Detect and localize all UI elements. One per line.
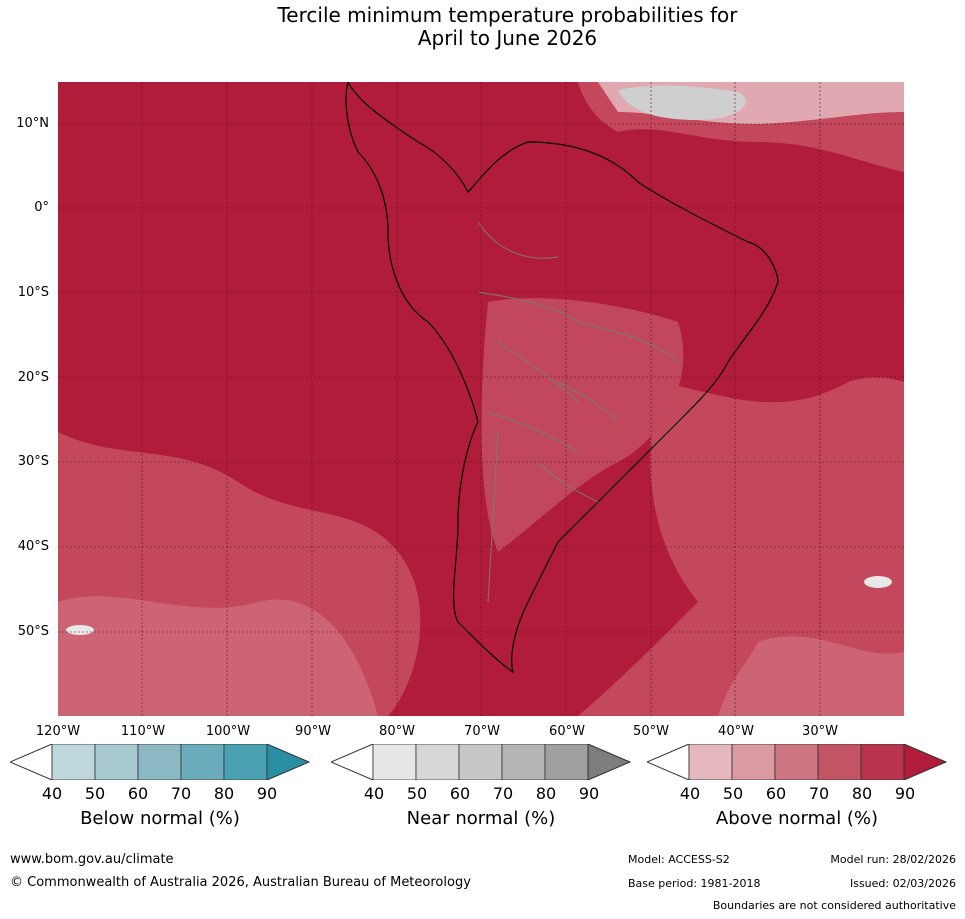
model-name: Model: ACCESS-S2: [628, 853, 730, 866]
near-normal-spot: [864, 576, 892, 588]
lat-label-30s: 30°S: [17, 454, 49, 469]
tick-label: 40: [363, 784, 385, 803]
colorbar-segment: [51, 744, 96, 780]
model-run: Model run: 28/02/2026: [830, 853, 956, 866]
tick-label: 60: [449, 784, 471, 803]
colorbar-svg: [10, 744, 310, 780]
colorbar-segment: [501, 744, 546, 780]
colorbar-segment: [458, 744, 503, 780]
colorbar-segment: [94, 744, 139, 780]
lon-label-100w: 100°W: [205, 724, 251, 739]
tick-label: 50: [406, 784, 428, 803]
colorbar-below-normal: [10, 744, 310, 780]
lat-label-0: 0°: [34, 200, 49, 215]
graticule: [58, 82, 904, 716]
lon-label-70w: 70°W: [464, 724, 500, 739]
tick-label: 40: [41, 784, 63, 803]
near-normal-patch: [618, 85, 746, 120]
tick-label: 70: [492, 784, 514, 803]
lon-label-110w: 110°W: [120, 724, 166, 739]
colorbar-title-below: Below normal (%): [80, 808, 240, 829]
colorbar-near-normal: [331, 744, 631, 780]
colorbar-extend-high: [266, 744, 310, 780]
tick-label: 60: [127, 784, 149, 803]
tick-label: 80: [535, 784, 557, 803]
tick-label: 80: [851, 784, 873, 803]
colorbar-segment: [544, 744, 589, 780]
copyright-text: © Commonwealth of Australia 2026, Austra…: [10, 875, 471, 890]
colorbar-segment: [223, 744, 268, 780]
lat-label-40s: 40°S: [17, 539, 49, 554]
tick-label: 90: [578, 784, 600, 803]
colorbar-segment: [817, 744, 862, 780]
lon-label-120w: 120°W: [35, 724, 81, 739]
colorbar-title-above: Above normal (%): [715, 808, 879, 829]
colorbar-segment: [372, 744, 417, 780]
lon-label-30w: 30°W: [802, 724, 838, 739]
colorbar-extend-low: [10, 744, 53, 780]
website-link[interactable]: www.bom.gov.au/climate: [10, 852, 174, 867]
lon-label-40w: 40°W: [718, 724, 754, 739]
colorbar-title-near: Near normal (%): [406, 808, 556, 829]
colorbar-extend-low: [331, 744, 374, 780]
colorbar-segment: [860, 744, 905, 780]
colorbar-segment: [774, 744, 819, 780]
continent-interior-patch: [481, 298, 684, 552]
title-line-2: April to June 2026: [417, 26, 598, 50]
tick-label: 40: [679, 784, 701, 803]
lat-label-20s: 20°S: [17, 370, 49, 385]
lon-label-80w: 80°W: [379, 724, 415, 739]
tick-label: 60: [765, 784, 787, 803]
colorbar-above-normal: [647, 744, 947, 780]
colorbar-segment: [731, 744, 776, 780]
boundaries-disclaimer: Boundaries are not considered authoritat…: [712, 899, 956, 912]
south-atlantic-patch-inner: [718, 636, 904, 716]
map-title: Tercile minimum temperature probabilitie…: [0, 4, 965, 50]
near-normal-spot-west: [66, 625, 94, 635]
colorbar-svg: [647, 744, 947, 780]
colorbar-extend-low: [647, 744, 690, 780]
colorbar-svg: [331, 744, 631, 780]
lon-label-90w: 90°W: [295, 724, 331, 739]
south-pacific-patch-inner: [58, 596, 378, 716]
lon-label-50w: 50°W: [633, 724, 669, 739]
tick-label: 50: [722, 784, 744, 803]
colorbar-segment: [415, 744, 460, 780]
base-period: Base period: 1981-2018: [628, 877, 761, 890]
title-line-1: Tercile minimum temperature probabilitie…: [277, 3, 738, 27]
tick-label: 70: [170, 784, 192, 803]
lat-label-10n: 10°N: [16, 116, 49, 131]
colorbar-segment: [688, 744, 733, 780]
tick-label: 90: [894, 784, 916, 803]
country-borders: [477, 221, 679, 603]
lat-label-10s: 10°S: [17, 285, 49, 300]
map-svg: [58, 82, 904, 716]
tick-label: 90: [256, 784, 278, 803]
probability-map: [58, 82, 904, 716]
lat-label-50s: 50°S: [17, 624, 49, 639]
colorbar-segment: [180, 744, 225, 780]
colorbar-segment: [137, 744, 182, 780]
colorbar-extend-high: [903, 744, 947, 780]
tick-label: 50: [84, 784, 106, 803]
south-america-coastline: [345, 82, 779, 674]
tick-label: 80: [213, 784, 235, 803]
tick-label: 70: [808, 784, 830, 803]
lon-label-60w: 60°W: [549, 724, 585, 739]
issued-date: Issued: 02/03/2026: [849, 877, 956, 890]
colorbar-extend-high: [587, 744, 631, 780]
